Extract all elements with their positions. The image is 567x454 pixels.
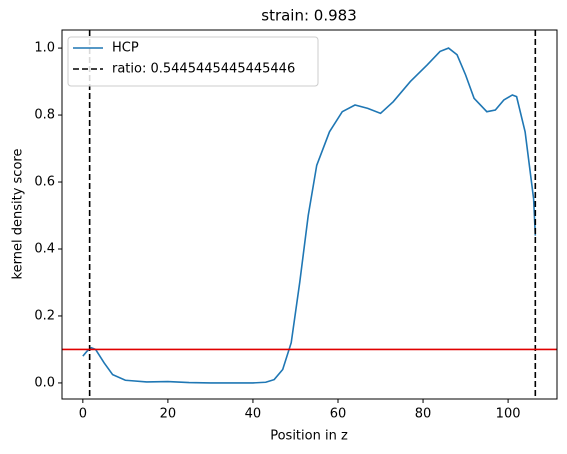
- y-tick-label: 0.6: [34, 175, 55, 190]
- x-tick-label: 20: [160, 407, 177, 422]
- legend-label: HCP: [112, 41, 139, 56]
- y-axis-label: kernel density score: [11, 149, 26, 280]
- legend-label: ratio: 0.5445445445445446: [112, 62, 295, 77]
- data-line: [82, 47, 537, 384]
- x-axis-label: Position in z: [270, 429, 348, 444]
- y-tick-label: 0.0: [34, 375, 55, 390]
- y-tick-label: 1.0: [34, 41, 55, 56]
- plot-frame: [61, 29, 558, 400]
- x-tick-label: 60: [330, 407, 347, 422]
- y-tick-label: 0.2: [34, 308, 55, 323]
- chart-title: strain: 0.983: [261, 7, 357, 25]
- x-tick-label: 40: [245, 407, 262, 422]
- y-tick-label: 0.4: [34, 241, 55, 256]
- x-tick-label: 0: [79, 407, 87, 422]
- x-tick-label: 80: [415, 407, 432, 422]
- legend-box: [67, 36, 319, 87]
- y-tick-label: 0.8: [34, 108, 55, 123]
- x-tick-label: 100: [496, 407, 521, 422]
